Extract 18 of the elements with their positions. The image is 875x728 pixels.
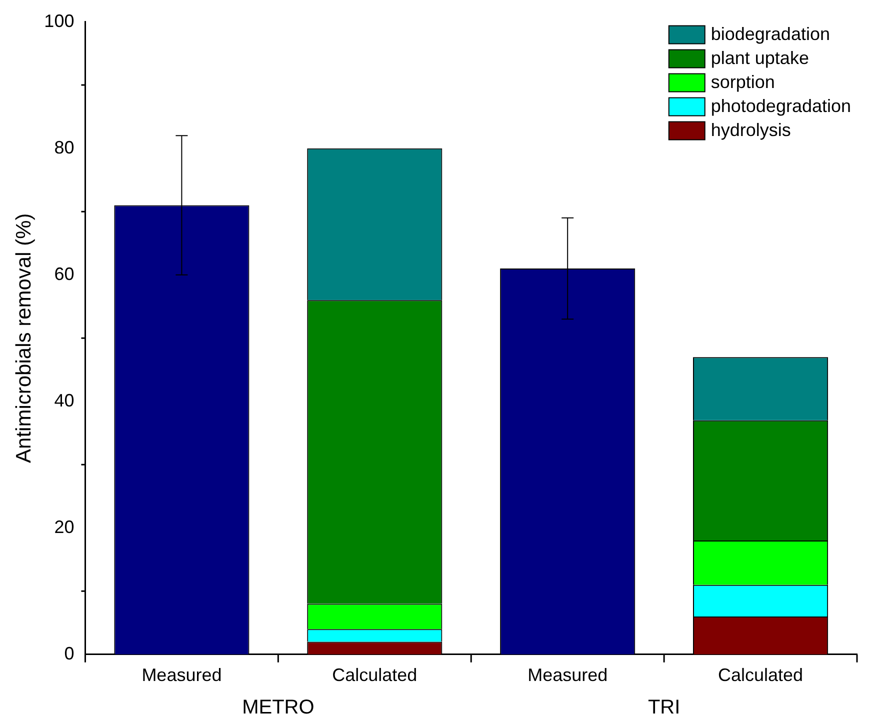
x-tick-label: Calculated xyxy=(718,665,804,686)
y-tick-label: 0 xyxy=(64,643,74,664)
legend-label: photodegradation xyxy=(710,96,851,116)
x-tick-label: Measured xyxy=(142,665,222,686)
x-tick-label: Calculated xyxy=(332,665,418,686)
legend-label: hydrolysis xyxy=(710,120,791,140)
text: TRI xyxy=(648,696,680,719)
x-tick-label: Measured xyxy=(528,665,608,686)
y-tick-label: 80 xyxy=(54,137,74,158)
legend-label: plant uptake xyxy=(710,48,809,68)
y-tick-label: 60 xyxy=(54,264,74,284)
y-tick-label: 20 xyxy=(54,516,74,537)
y-axis-title: Antimicrobials removal (%) xyxy=(12,213,36,463)
text: METRO xyxy=(242,696,314,719)
y-tick-label: 40 xyxy=(54,390,74,410)
y-tick-label: 100 xyxy=(44,10,74,31)
legend-label: sorption xyxy=(710,72,775,92)
legend-label: biodegradation xyxy=(710,24,830,44)
